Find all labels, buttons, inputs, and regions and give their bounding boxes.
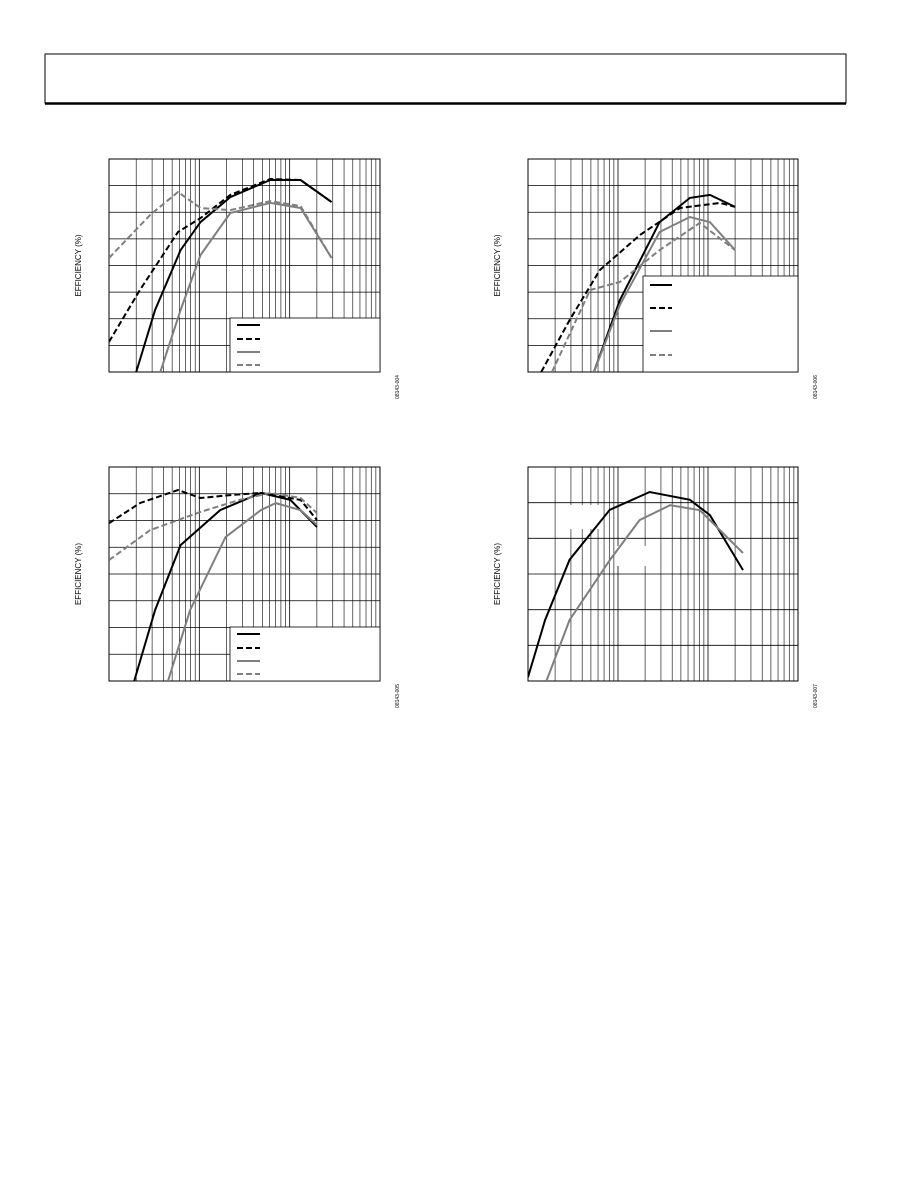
- series-line: [109, 491, 318, 561]
- series-line: [109, 177, 333, 343]
- series-line: [545, 504, 744, 681]
- series-line: [540, 201, 736, 372]
- legend-box: [229, 626, 381, 682]
- legend-area: [566, 505, 599, 529]
- series-line: [167, 502, 318, 681]
- legend-box: [229, 317, 381, 373]
- legend-box: [642, 275, 799, 373]
- series-line: [133, 491, 318, 681]
- chart: EFFICIENCY (%) 08143-005: [74, 466, 401, 708]
- y-axis-label: EFFICIENCY (%): [74, 543, 83, 605]
- figure-id: 08143-005: [395, 684, 401, 708]
- chart: EFFICIENCY (%) 08143-006: [493, 158, 819, 399]
- header-box: [44, 53, 847, 104]
- figure-id: 08143-006: [813, 375, 819, 399]
- y-axis-label: EFFICIENCY (%): [493, 234, 502, 296]
- figure-id: 08143-004: [395, 375, 401, 399]
- series-line: [551, 221, 736, 372]
- legend-area: [617, 546, 655, 566]
- series-line: [109, 190, 333, 259]
- figure-id: 08143-007: [813, 684, 819, 708]
- series-line: [592, 193, 736, 372]
- y-axis-label: EFFICIENCY (%): [493, 543, 502, 605]
- series-line: [592, 215, 736, 372]
- chart: EFFICIENCY (%) 08143-007: [493, 466, 819, 708]
- chart: EFFICIENCY (%) 08143-004: [74, 158, 401, 399]
- series-line: [528, 490, 744, 678]
- y-axis-label: EFFICIENCY (%): [74, 234, 83, 296]
- plot-frame: [527, 466, 799, 682]
